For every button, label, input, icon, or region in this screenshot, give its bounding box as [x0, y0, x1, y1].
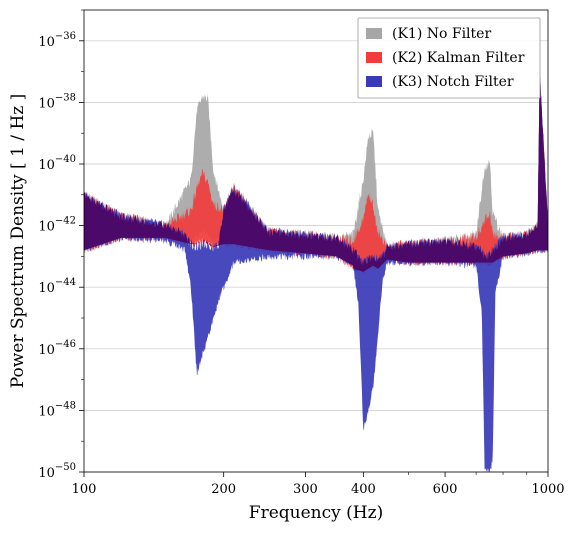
x-tick-label: 600 [433, 482, 458, 497]
y-axis: 10−36 10−38 10−40 10−42 10−44 10−46 10−48 10−50 [38, 9, 84, 481]
y-tick-label: 10−44 [38, 277, 76, 296]
x-tick-label: 300 [293, 482, 318, 497]
y-tick-label: 10−46 [38, 339, 76, 358]
legend-swatch [366, 76, 382, 87]
legend-box [357, 17, 541, 99]
x-axis-label: Frequency (Hz) [249, 503, 383, 523]
legend-swatch [366, 52, 382, 63]
series-band-2 [84, 72, 548, 275]
legend-label: (K2) Kalman Filter [392, 50, 525, 66]
series-bands [84, 72, 548, 472]
y-axis-label: Power Spectrum Density [ 1 / Hz ] [8, 94, 28, 389]
legend: (K1) No Filter (K2) Kalman Filter (K3) Not… [357, 17, 541, 99]
y-tick-label: 10−40 [38, 154, 76, 173]
plot-frame [83, 9, 549, 473]
y-tick-label: 10−42 [38, 216, 76, 235]
y-tick-label: 10−36 [38, 31, 76, 50]
x-tick-label: 400 [351, 482, 376, 497]
legend-swatch [366, 28, 382, 39]
y-tick-label: 10−38 [38, 92, 76, 111]
series-band-3 [84, 75, 548, 472]
y-tick-label: 10−50 [38, 462, 76, 481]
legend-label: (K3) Notch Filter [392, 74, 514, 90]
x-tick-label: 1000 [531, 482, 564, 497]
x-tick-label: 100 [72, 482, 97, 497]
x-axis: 100 200 300 400 600 1000 [72, 472, 565, 497]
overlap-band [84, 76, 548, 272]
legend-label: (K1) No Filter [392, 26, 491, 42]
x-tick-label: 200 [211, 482, 236, 497]
y-tick-label: 10−48 [38, 400, 76, 419]
